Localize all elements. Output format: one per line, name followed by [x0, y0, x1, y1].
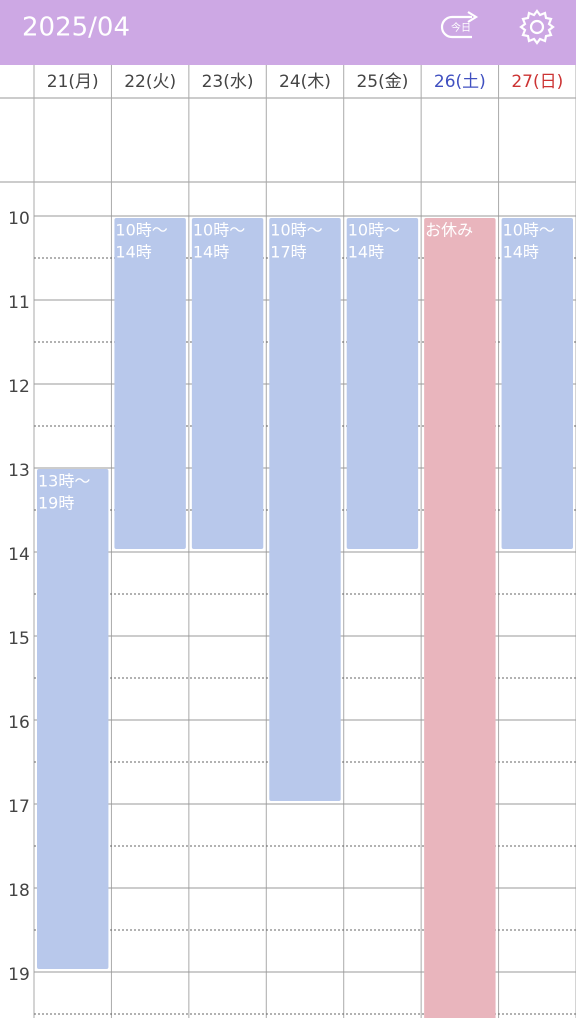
day-label: 26(土): [434, 72, 486, 92]
event-block: [501, 218, 573, 549]
event-text: 14時: [193, 243, 229, 262]
day-label: 21(月): [47, 72, 99, 92]
day-label: 22(火): [124, 72, 176, 92]
event-text: 14時: [348, 243, 384, 262]
event-block: [346, 218, 419, 549]
event-block: [424, 218, 496, 1018]
event-block: [37, 469, 109, 969]
event-text: 19時: [38, 494, 74, 513]
settings-button[interactable]: [519, 9, 555, 45]
hour-label: 10: [8, 209, 30, 229]
hour-label: 16: [8, 713, 30, 733]
header-bar: [0, 0, 576, 65]
hour-label: 15: [8, 629, 30, 649]
hour-label: 11: [8, 293, 30, 313]
hour-label: 14: [8, 545, 30, 565]
today-button[interactable]: 今日: [440, 11, 479, 39]
event-text: 10時〜: [270, 221, 322, 240]
event-text: 17時: [270, 243, 306, 262]
day-label: 25(金): [356, 72, 408, 92]
hour-label: 18: [8, 881, 30, 901]
events: 13時〜 19時 10時〜 14時 10時〜 14時 10時〜 17時 10時〜 14時 お休み 10…: [37, 218, 573, 1018]
event-text: 10時〜: [348, 221, 400, 240]
day-label: 27(日): [511, 72, 563, 92]
event-block: [191, 218, 264, 549]
event-text: お休み: [425, 221, 473, 240]
month-title: 2025/04: [22, 13, 130, 43]
day-label: 24(木): [279, 72, 331, 92]
hour-label: 19: [8, 965, 30, 985]
day-label: 23(水): [202, 72, 254, 92]
event-text: 10時〜: [115, 221, 167, 240]
event-block: [114, 218, 186, 549]
event-text: 10時〜: [503, 221, 555, 240]
event-text: 10時〜: [193, 221, 245, 240]
event-text: 14時: [503, 243, 539, 262]
hour-label: 17: [8, 797, 30, 817]
event-text: 13時〜: [38, 472, 90, 491]
event-text: 14時: [115, 243, 151, 262]
event-block: [269, 218, 341, 801]
hour-label: 13: [8, 461, 30, 481]
hour-label: 12: [8, 377, 30, 397]
labels: 21(月) 22(火) 23(水) 24(木) 25(金) 26(土) 27(日) 10 11 1…: [8, 72, 563, 985]
today-label: 今日: [451, 21, 471, 34]
